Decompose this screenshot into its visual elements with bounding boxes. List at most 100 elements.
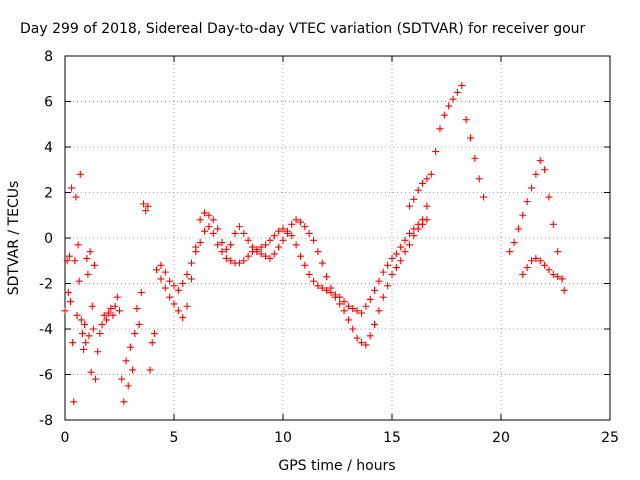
data-point <box>536 157 544 165</box>
data-point <box>305 229 313 237</box>
data-point <box>384 261 392 269</box>
data-point <box>510 239 518 247</box>
data-point <box>519 211 527 219</box>
data-point <box>401 248 409 256</box>
data-point <box>166 277 174 285</box>
y-tick-label: -6 <box>39 368 53 384</box>
data-point <box>66 298 74 306</box>
data-point <box>305 270 313 278</box>
data-point <box>357 339 365 347</box>
x-tick-label: 15 <box>383 430 401 446</box>
y-tick-label: 8 <box>44 49 53 65</box>
data-point <box>436 125 444 133</box>
data-point <box>471 154 479 162</box>
data-point <box>314 248 322 256</box>
data-point <box>523 264 531 272</box>
data-point <box>532 170 540 178</box>
y-tick-label: -8 <box>39 413 53 429</box>
data-point <box>554 248 562 256</box>
data-point <box>405 202 413 210</box>
series-main-trace-a <box>157 209 431 349</box>
data-point <box>87 368 95 376</box>
data-point <box>480 193 488 201</box>
data-point <box>196 216 204 224</box>
data-point <box>61 307 69 315</box>
data-point <box>72 193 80 201</box>
data-point <box>323 286 331 294</box>
data-point <box>462 116 470 124</box>
data-point <box>218 239 226 247</box>
y-tick-label: 2 <box>44 186 53 202</box>
data-point <box>275 243 283 251</box>
data-point <box>222 245 230 253</box>
data-point <box>192 248 200 256</box>
data-point <box>179 314 187 322</box>
data-point <box>69 339 77 347</box>
data-point <box>148 339 156 347</box>
data-point <box>70 398 78 406</box>
data-point <box>78 330 86 338</box>
series-main-trace-b <box>157 202 431 317</box>
data-point <box>166 293 174 301</box>
data-point <box>126 343 134 351</box>
y-tick-labels: -8 -6 -4 -2 0 2 4 6 8 <box>39 49 53 429</box>
data-point <box>410 195 418 203</box>
data-point <box>218 248 226 256</box>
data-point <box>266 254 274 262</box>
x-axis-label: GPS time / hours <box>278 458 395 474</box>
data-point <box>124 382 132 390</box>
data-points <box>61 82 568 406</box>
data-point <box>410 232 418 240</box>
data-point <box>405 229 413 237</box>
data-point <box>133 305 141 313</box>
data-point <box>388 254 396 262</box>
data-point <box>301 261 309 269</box>
data-point <box>135 320 143 328</box>
data-point <box>327 289 335 297</box>
x-tick-label: 20 <box>492 430 510 446</box>
data-point <box>371 286 379 294</box>
data-point <box>150 330 158 338</box>
y-tick-label: 6 <box>44 95 53 111</box>
data-point <box>77 316 85 324</box>
data-point <box>253 245 261 253</box>
data-point <box>170 282 178 290</box>
data-point <box>90 261 98 269</box>
data-point <box>174 286 182 294</box>
data-point <box>379 293 387 301</box>
data-point <box>240 257 248 265</box>
data-point <box>64 289 72 297</box>
data-point <box>82 339 90 347</box>
data-point <box>528 184 536 192</box>
data-point <box>201 209 209 217</box>
data-point <box>432 148 440 156</box>
y-tick-label: 0 <box>44 231 53 247</box>
data-point <box>475 175 483 183</box>
data-point <box>410 225 418 233</box>
data-point <box>353 307 361 315</box>
data-point <box>323 273 331 281</box>
data-point <box>310 236 318 244</box>
data-point <box>222 254 230 262</box>
x-tick-label: 25 <box>601 430 619 446</box>
data-point <box>366 295 374 303</box>
data-point <box>349 325 357 333</box>
data-point <box>379 268 387 276</box>
data-point <box>65 252 73 260</box>
data-point <box>558 275 566 283</box>
data-point <box>109 311 117 319</box>
data-point <box>401 236 409 244</box>
data-point <box>244 236 252 244</box>
data-point <box>88 302 96 310</box>
data-point <box>235 259 243 267</box>
data-point <box>170 300 178 308</box>
data-point <box>506 248 514 256</box>
data-point <box>331 291 339 299</box>
data-point <box>74 241 82 249</box>
data-point <box>392 250 400 258</box>
data-point <box>549 220 557 228</box>
data-point <box>366 332 374 340</box>
data-point <box>362 302 370 310</box>
data-point <box>63 257 71 265</box>
